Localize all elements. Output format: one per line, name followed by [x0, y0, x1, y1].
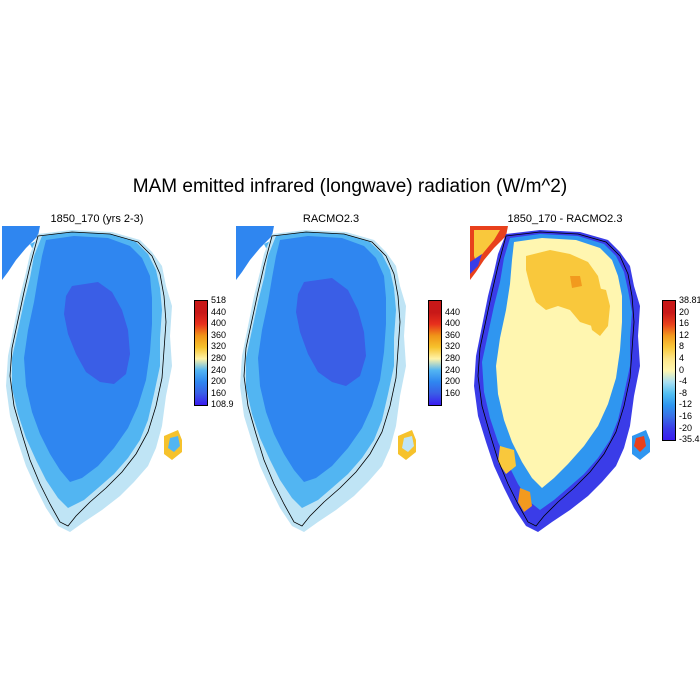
- colorbar-box: [428, 300, 442, 407]
- colorbar-racmo: 160 200 240 280 320 360 400 440: [428, 300, 478, 407]
- colorbar-tick-label: 38.81: [679, 295, 700, 305]
- colorbar-tick-label: -20: [679, 422, 693, 433]
- colorbar-tick-label: 8: [679, 341, 685, 352]
- colorbar-tick-label: 160: [445, 387, 461, 398]
- colorbar-tick-label: 360: [445, 329, 461, 340]
- colorbar-tick-label: 12: [679, 329, 690, 340]
- colorbar-tick-label: 280: [211, 353, 227, 363]
- figure-title: MAM emitted infrared (longwave) radiatio…: [132, 176, 568, 197]
- colorbar-tick-label: 200: [211, 376, 227, 387]
- colorbar-tick-label: -12: [679, 399, 693, 410]
- panel-title-racmo: RACMO2.3: [302, 213, 360, 225]
- colorbar-tick-label: 240: [211, 364, 227, 375]
- colorbar-tick-label: 160: [211, 387, 227, 398]
- panel-model: 1850_170 (yrs 2-3) 108.9 160 200 240 280 320 3…: [2, 210, 234, 540]
- map-racmo: [236, 226, 418, 536]
- colorbar-box: [194, 300, 208, 407]
- panel-title-difference: 1850_170 - RACMO2.3: [507, 213, 623, 225]
- colorbar-tick-label: 360: [211, 329, 227, 340]
- colorbar-tick-label: -16: [679, 411, 693, 421]
- colorbar-tick-label: 440: [445, 306, 461, 317]
- panel-title-model: 1850_170 (yrs 2-3): [50, 213, 144, 225]
- colorbar-tick-label: 518: [211, 295, 227, 305]
- colorbar-tick-label: 400: [445, 318, 461, 329]
- colorbar-tick-label: 200: [445, 376, 461, 387]
- colorbar-tick-label: 320: [445, 341, 461, 352]
- colorbar-tick-label: 320: [211, 341, 227, 352]
- map-difference: [470, 226, 652, 536]
- colorbar-tick-label: -8: [679, 387, 688, 398]
- colorbar-tick-label: 16: [679, 318, 690, 329]
- colorbar-box: [662, 300, 676, 442]
- colorbar-tick-label: -35.42: [679, 434, 700, 445]
- colorbar-tick-label: 108.9: [211, 399, 234, 410]
- colorbar-tick-label: 4: [679, 353, 685, 363]
- colorbar-tick-label: 0: [679, 364, 685, 375]
- colorbar-tick-label: 440: [211, 306, 227, 317]
- colorbar-tick-label: 400: [211, 318, 227, 329]
- panel-racmo: RACMO2.3 160 200 240 280 320 360 400 440: [236, 210, 461, 540]
- colorbar-model: 108.9 160 200 240 280 320 360 400 440 518: [194, 295, 244, 409]
- panel-difference: 1850_170 - RACMO2.3 -35.42-20-16-12-8-40…: [470, 210, 700, 540]
- colorbar-tick-label: 20: [679, 306, 690, 317]
- colorbar-tick-label: 240: [445, 364, 461, 375]
- colorbar-tick-label: -4: [679, 376, 688, 387]
- colorbar-tick-label: 280: [445, 353, 461, 363]
- map-model: [2, 226, 184, 536]
